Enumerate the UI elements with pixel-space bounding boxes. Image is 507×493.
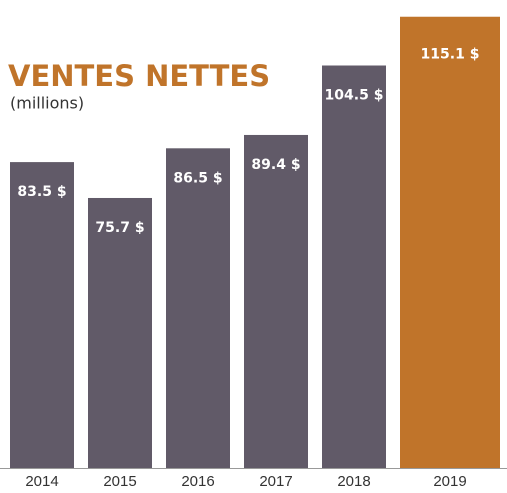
value-label: 75.7 $ (95, 220, 144, 236)
x-tick-label: 2018 (337, 473, 370, 490)
bar (88, 197, 152, 469)
x-tick-label: 2015 (103, 473, 136, 490)
bar (244, 134, 308, 468)
value-label: 104.5 $ (325, 88, 384, 104)
chart-subtitle: (millions) (10, 94, 84, 113)
bar (10, 162, 74, 468)
bar (400, 16, 500, 469)
bar (166, 148, 230, 469)
x-tick-label: 2014 (25, 473, 58, 490)
x-tick-label: 2017 (259, 473, 292, 490)
value-label: 86.5 $ (173, 170, 222, 186)
chart-title: VENTES NETTES (8, 59, 270, 93)
x-tick-label: 2019 (433, 473, 466, 490)
value-label: 115.1 $ (421, 47, 480, 63)
value-label: 83.5 $ (17, 184, 66, 200)
value-label: 89.4 $ (251, 157, 300, 173)
bar (322, 65, 386, 468)
x-tick-label: 2016 (181, 473, 214, 490)
